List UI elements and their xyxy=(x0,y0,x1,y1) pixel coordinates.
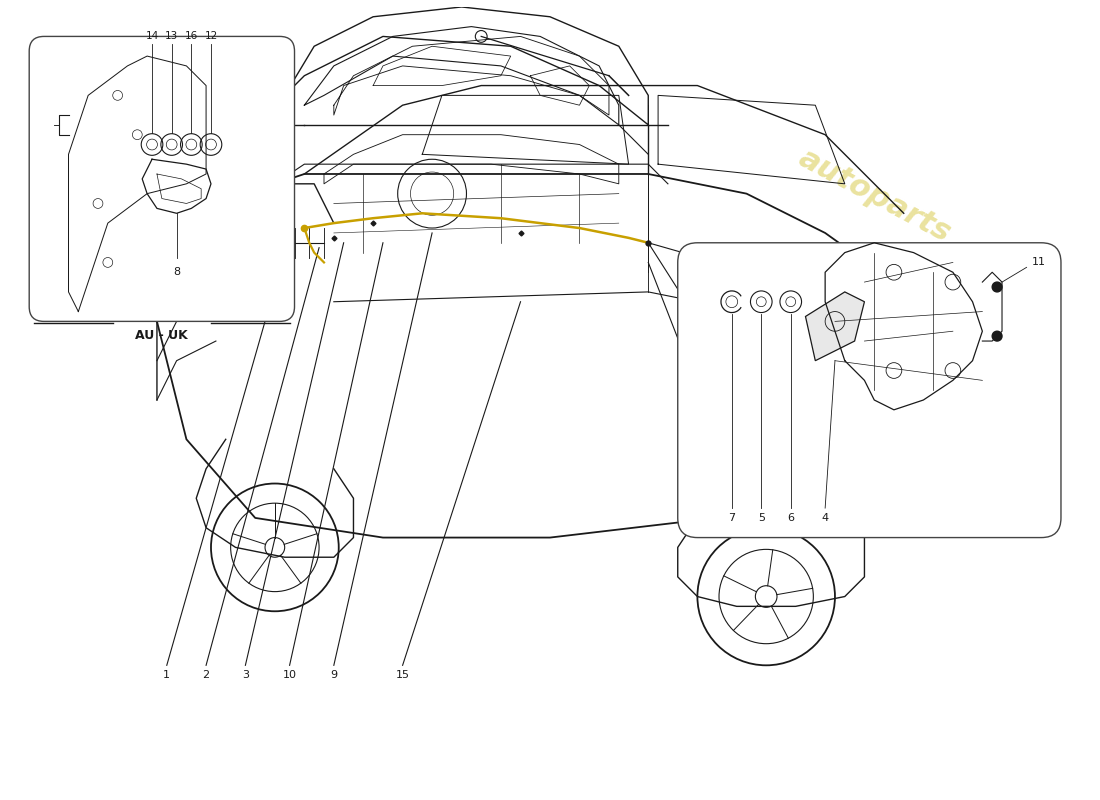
Text: 2: 2 xyxy=(202,670,210,680)
Text: 11: 11 xyxy=(1032,258,1045,267)
Text: 3: 3 xyxy=(242,670,249,680)
FancyBboxPatch shape xyxy=(30,37,295,322)
Polygon shape xyxy=(805,292,865,361)
Text: mares: mares xyxy=(827,351,921,418)
Text: 4: 4 xyxy=(822,513,828,523)
Text: AU - UK: AU - UK xyxy=(135,330,188,342)
Text: for: for xyxy=(833,305,872,338)
Text: 9: 9 xyxy=(330,670,338,680)
Text: 1: 1 xyxy=(163,670,170,680)
Text: 15: 15 xyxy=(396,670,409,680)
Text: 10: 10 xyxy=(283,670,297,680)
Text: a  r: a r xyxy=(784,246,835,287)
Text: 14: 14 xyxy=(145,31,158,42)
Text: 5: 5 xyxy=(758,513,764,523)
FancyBboxPatch shape xyxy=(678,242,1062,538)
Text: 6: 6 xyxy=(788,513,794,523)
Circle shape xyxy=(992,282,1002,292)
Text: 12: 12 xyxy=(205,31,218,42)
Text: 13: 13 xyxy=(165,31,178,42)
Text: since 1985: since 1985 xyxy=(771,417,891,494)
Text: 8: 8 xyxy=(173,267,180,278)
Text: autoparts: autoparts xyxy=(793,143,956,248)
Circle shape xyxy=(992,331,1002,341)
Text: 16: 16 xyxy=(185,31,198,42)
Text: 7: 7 xyxy=(728,513,736,523)
